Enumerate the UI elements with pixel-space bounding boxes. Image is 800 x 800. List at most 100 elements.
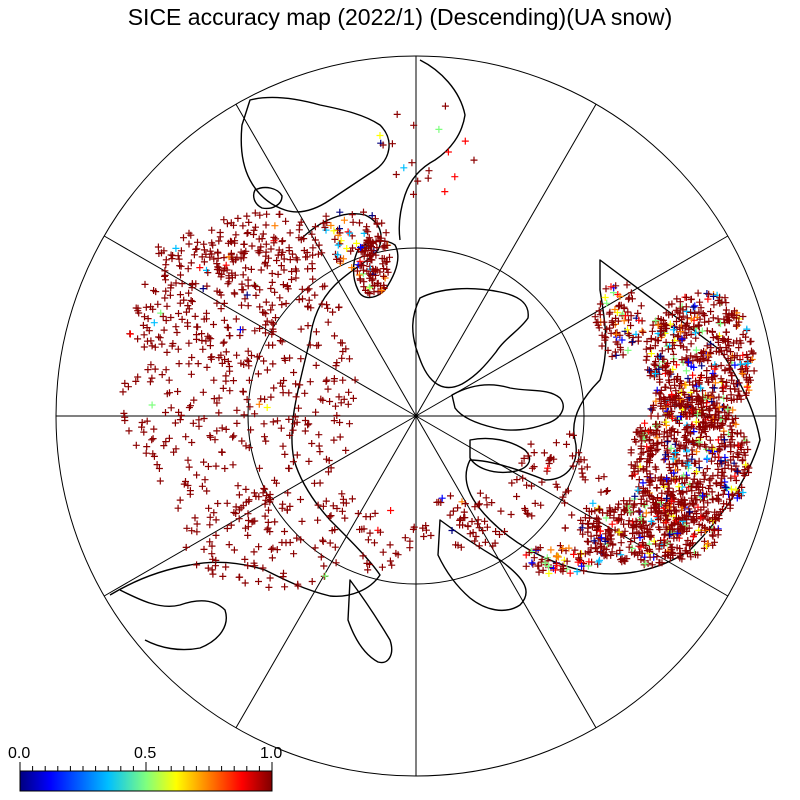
accuracy-marker (232, 231, 240, 239)
accuracy-marker (721, 319, 729, 327)
accuracy-marker (355, 271, 363, 279)
colorbar (19, 762, 273, 792)
accuracy-marker (720, 500, 728, 508)
accuracy-marker (669, 339, 677, 347)
accuracy-marker (678, 555, 686, 563)
accuracy-marker (363, 236, 371, 244)
accuracy-marker (716, 424, 724, 432)
accuracy-marker (305, 420, 313, 428)
accuracy-marker (304, 421, 312, 429)
accuracy-marker (586, 548, 594, 556)
accuracy-marker (705, 476, 713, 484)
accuracy-marker (172, 323, 180, 331)
accuracy-marker (202, 250, 210, 258)
accuracy-marker (146, 378, 154, 386)
accuracy-marker (723, 484, 731, 492)
accuracy-marker (312, 328, 320, 336)
accuracy-marker (740, 449, 748, 457)
accuracy-marker (267, 306, 275, 314)
accuracy-marker (213, 427, 221, 435)
accuracy-marker (675, 457, 683, 465)
accuracy-marker (474, 520, 482, 528)
accuracy-marker (265, 583, 273, 591)
accuracy-marker (209, 570, 217, 578)
accuracy-marker (348, 211, 356, 219)
accuracy-marker (365, 237, 373, 245)
accuracy-marker (679, 513, 686, 521)
accuracy-marker (308, 265, 316, 273)
accuracy-marker (224, 324, 232, 332)
accuracy-marker (290, 420, 298, 428)
accuracy-marker (297, 536, 305, 544)
accuracy-marker (172, 279, 180, 287)
coastline-alaska (437, 519, 527, 612)
accuracy-marker (707, 350, 715, 358)
accuracy-marker (733, 494, 741, 502)
accuracy-marker (615, 500, 623, 508)
accuracy-marker (295, 404, 302, 412)
accuracy-marker (719, 336, 727, 344)
accuracy-marker (735, 387, 743, 395)
accuracy-marker (627, 538, 635, 546)
accuracy-marker (256, 211, 264, 219)
accuracy-marker (742, 389, 750, 397)
accuracy-marker (301, 389, 309, 397)
accuracy-marker (184, 319, 191, 327)
accuracy-marker (279, 573, 287, 581)
accuracy-marker (259, 230, 267, 238)
accuracy-marker (598, 342, 606, 350)
accuracy-marker (606, 504, 614, 512)
accuracy-marker (261, 395, 269, 403)
accuracy-marker (243, 356, 251, 364)
accuracy-marker (153, 461, 161, 469)
accuracy-marker (701, 414, 709, 422)
accuracy-marker (611, 306, 619, 313)
accuracy-marker (143, 324, 151, 332)
accuracy-marker (704, 351, 712, 359)
accuracy-marker (631, 492, 639, 500)
accuracy-marker (175, 310, 182, 317)
accuracy-marker (323, 376, 331, 384)
accuracy-marker (710, 292, 717, 300)
accuracy-marker (313, 342, 321, 350)
accuracy-marker (524, 452, 532, 460)
accuracy-marker (732, 420, 740, 428)
accuracy-marker (351, 376, 359, 384)
marker-layer (119, 102, 758, 591)
accuracy-marker (215, 354, 223, 362)
accuracy-marker (250, 559, 258, 567)
meridian-line (103, 415, 417, 597)
accuracy-marker (242, 264, 250, 272)
accuracy-marker (619, 351, 627, 359)
accuracy-marker (634, 486, 642, 494)
accuracy-marker (323, 219, 331, 226)
accuracy-marker (190, 251, 198, 259)
accuracy-marker (200, 545, 208, 553)
accuracy-marker (250, 281, 258, 289)
accuracy-marker (251, 209, 259, 217)
accuracy-marker (708, 495, 716, 503)
accuracy-marker (176, 299, 184, 307)
accuracy-marker (336, 208, 344, 216)
accuracy-marker (721, 436, 728, 444)
accuracy-marker (187, 402, 194, 410)
accuracy-marker (645, 491, 653, 499)
accuracy-marker (627, 289, 635, 297)
accuracy-marker (690, 475, 698, 483)
accuracy-marker (414, 177, 422, 185)
accuracy-marker (223, 220, 231, 228)
accuracy-marker (687, 553, 695, 561)
accuracy-marker (225, 332, 233, 340)
accuracy-marker (204, 269, 212, 277)
accuracy-marker (607, 283, 615, 291)
accuracy-marker (743, 325, 751, 333)
accuracy-marker (481, 538, 489, 546)
accuracy-marker (185, 360, 193, 368)
accuracy-marker (708, 443, 716, 451)
accuracy-marker (306, 341, 314, 349)
accuracy-marker (435, 125, 443, 133)
accuracy-marker (669, 550, 677, 558)
accuracy-marker (620, 497, 628, 505)
accuracy-marker (711, 365, 719, 373)
